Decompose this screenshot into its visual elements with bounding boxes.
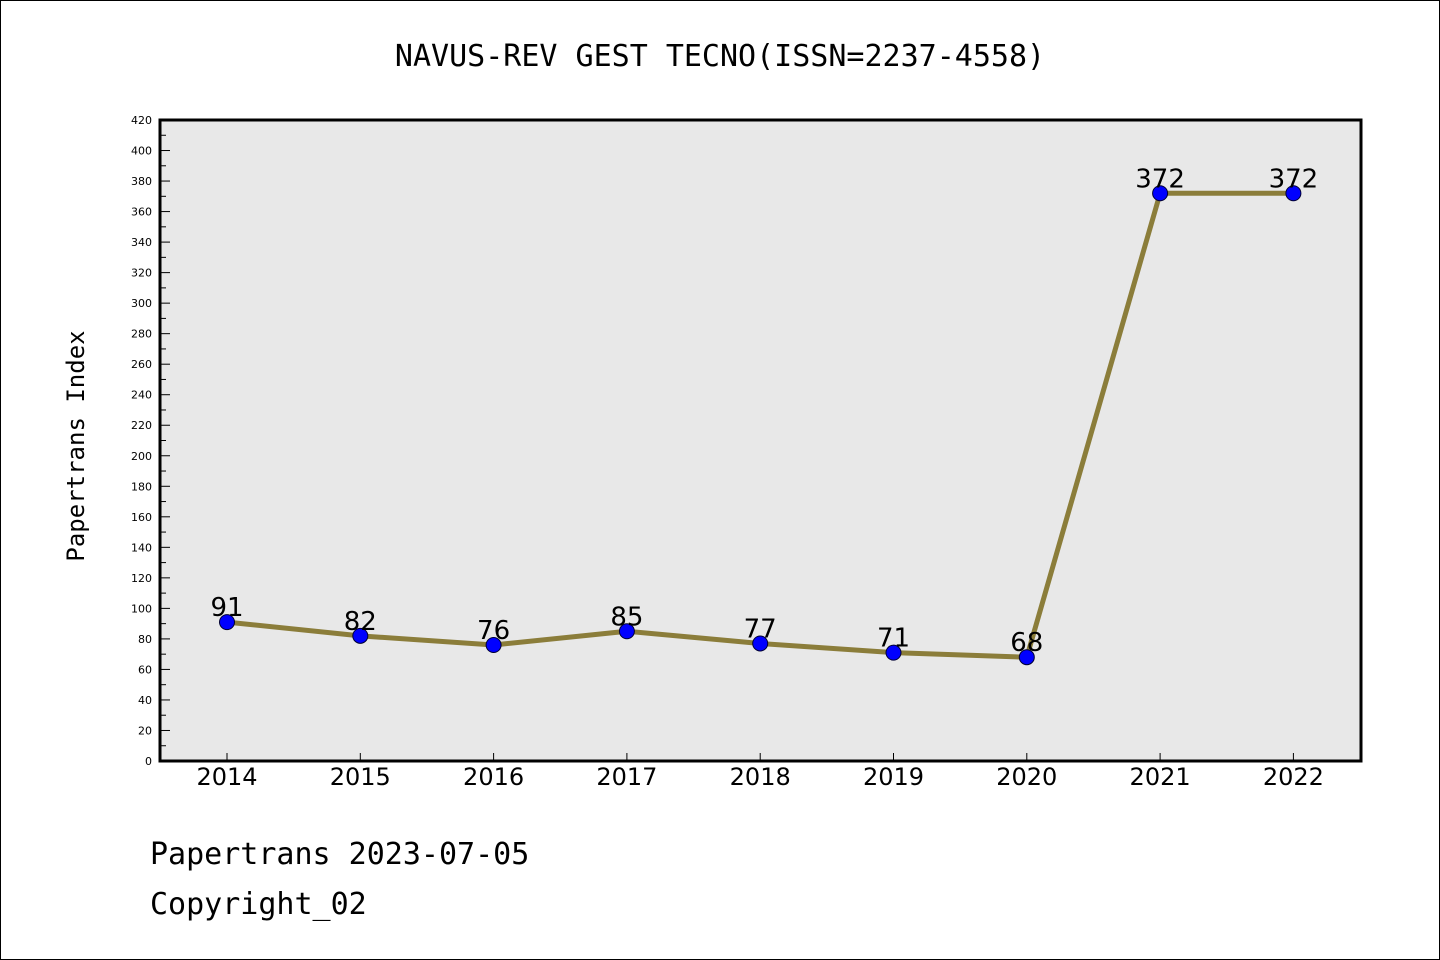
y-tick-label: 0 [145,755,152,768]
y-tick-label: 100 [131,602,152,615]
data-label: 76 [477,616,510,646]
y-tick-label: 60 [138,663,152,676]
data-label: 85 [610,602,643,632]
x-axis: 2014 2015 2016 2017 2018 2019 2020 2021 2022 [196,753,1324,791]
data-point [752,635,769,652]
y-tick-label: 120 [131,572,152,585]
x-tick-label: 2018 [730,763,791,791]
data-point [618,623,635,640]
x-tick-label: 2014 [196,763,257,791]
y-tick-label: 420 [131,114,152,127]
x-tick-label: 2017 [596,763,657,791]
y-tick-label: 260 [131,358,152,371]
y-tick-label: 300 [131,297,152,310]
y-tick-label: 20 [138,724,152,737]
x-tick-label: 2015 [330,763,391,791]
y-tick-label: 380 [131,175,152,188]
data-label: 71 [877,624,910,654]
y-tick-label: 280 [131,328,152,341]
data-point [219,614,235,631]
data-label-group: 91 82 76 85 77 71 68 372 372 [210,164,1318,658]
y-tick-label: 40 [138,694,152,707]
y-tick-label: 220 [131,419,152,432]
data-point [885,644,902,661]
data-point [1152,185,1169,202]
y-tick-label: 360 [131,206,152,219]
data-label: 372 [1269,164,1319,194]
data-label: 372 [1135,164,1185,194]
plot-area [160,120,1361,761]
data-label: 91 [210,593,243,623]
y-tick-label: 140 [131,541,152,554]
x-tick-label: 2016 [463,763,524,791]
y-axis-label: Papertrans Index [62,330,90,561]
plot-border [158,118,1363,763]
data-point [485,637,502,654]
marker-group [219,185,1302,666]
chart-title: NAVUS-REV GEST TECNO(ISSN=2237-4558) [395,39,1045,74]
footer-copyright: Copyright_02 [150,887,367,922]
y-tick-label: 400 [131,145,152,158]
data-label: 77 [744,614,777,644]
x-tick-label: 2021 [1130,763,1191,791]
y-tick-label: 320 [131,267,152,280]
data-label: 82 [344,607,377,637]
footer-date: Papertrans 2023-07-05 [150,837,529,872]
x-tick-label: 2022 [1263,763,1324,791]
y-tick-label: 200 [131,450,152,463]
data-point [1285,185,1302,202]
x-tick-label: 2019 [863,763,924,791]
y-tick-label: 240 [131,389,152,402]
y-tick-label: 160 [131,511,152,524]
data-point [352,627,369,644]
y-axis: 0 20 40 60 80 100 120 140 160 180 200 220 240 260 280 3… [131,114,170,768]
x-tick-label: 2020 [996,763,1057,791]
data-label: 68 [1010,628,1043,658]
data-point [1018,649,1035,666]
y-tick-label: 80 [138,633,152,646]
y-tick-label: 340 [131,236,152,249]
y-tick-label: 180 [131,480,152,493]
